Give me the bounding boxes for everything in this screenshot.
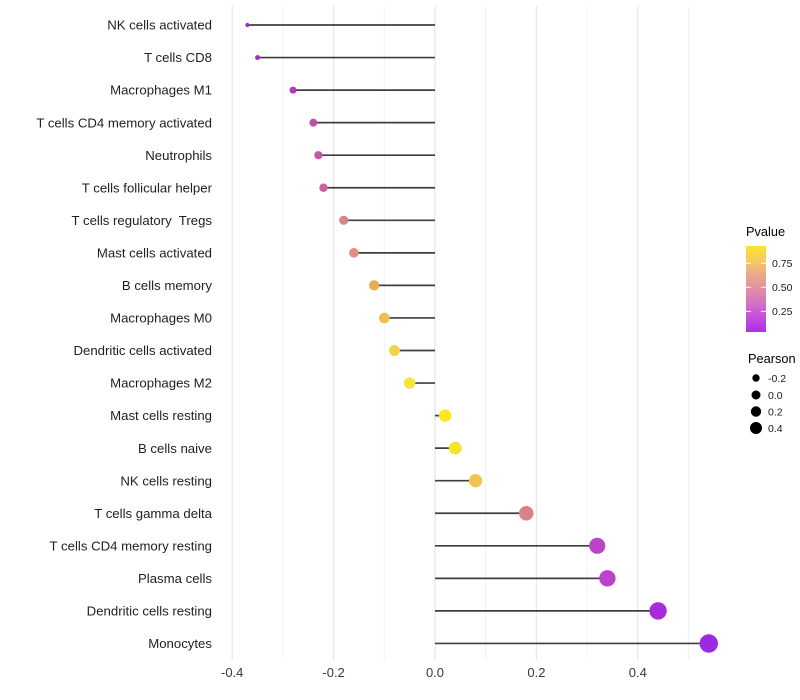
lollipop-rows xyxy=(245,22,718,653)
y-axis-label: B cells naive xyxy=(138,441,212,456)
y-axis-label: NK cells activated xyxy=(107,18,212,33)
legend-size-label: 0.0 xyxy=(768,390,783,402)
y-axis-labels: NK cells activated T cells CD8 Macrophages… xyxy=(36,18,212,651)
pvalue-colorbar-ticks: 0.75 0.50 0.25 xyxy=(746,258,793,318)
y-axis-label: T cells gamma delta xyxy=(94,506,212,521)
y-axis-label: T cells regulatory Tregs xyxy=(72,213,213,228)
data-point xyxy=(289,86,297,94)
y-axis-label: Neutrophils xyxy=(145,148,212,163)
data-point xyxy=(699,634,718,653)
data-point xyxy=(314,151,323,160)
y-axis-label: T cells CD8 xyxy=(144,50,212,65)
data-point xyxy=(403,377,416,389)
y-axis-label: T cells follicular helper xyxy=(82,180,213,195)
legend-size-dot xyxy=(752,374,760,382)
pearson-size-legend: Pearson -0.2 0.0 0.2 0.4 xyxy=(748,351,796,435)
y-axis-label: NK cells resting xyxy=(120,473,212,488)
y-axis-label: T cells CD4 memory resting xyxy=(50,538,212,553)
y-axis-label: Dendritic cells activated xyxy=(73,343,212,358)
y-axis-label: Mast cells activated xyxy=(97,245,212,260)
legend-size-dot xyxy=(751,390,761,400)
y-axis-label: Plasma cells xyxy=(138,571,212,586)
pearson-legend-keys: -0.2 0.0 0.2 0.4 xyxy=(750,373,786,435)
x-axis-tick-label: -0.4 xyxy=(221,665,243,680)
data-point xyxy=(245,22,250,28)
y-axis-label: Monocytes xyxy=(148,636,212,651)
pvalue-colorbar-legend: Pvalue 0.75 0.50 0.25 xyxy=(746,224,793,332)
y-axis-label: T cells CD4 memory activated xyxy=(36,115,212,130)
pvalue-legend-title: Pvalue xyxy=(746,224,785,239)
y-axis-label: Macrophages M2 xyxy=(110,376,212,391)
y-axis-label: Macrophages M0 xyxy=(110,311,212,326)
pvalue-colorbar xyxy=(746,246,766,332)
y-axis-label: Macrophages M1 xyxy=(110,83,212,98)
data-point xyxy=(378,312,390,324)
y-axis-label: Dendritic cells resting xyxy=(87,604,212,619)
data-point xyxy=(369,280,380,291)
legend-size-dot xyxy=(750,406,762,417)
legend-size-dot xyxy=(750,422,762,434)
data-point xyxy=(438,409,452,422)
data-point xyxy=(599,570,616,587)
data-point xyxy=(255,55,261,61)
pearson-legend-title: Pearson xyxy=(748,351,796,366)
data-point xyxy=(589,537,606,554)
legend-size-label: -0.2 xyxy=(768,373,786,385)
data-point xyxy=(319,183,328,192)
x-axis-tick-label: 0.2 xyxy=(527,665,545,680)
legend-size-label: 0.4 xyxy=(768,423,783,435)
x-axis-tick-label: -0.2 xyxy=(322,665,344,680)
data-point xyxy=(468,474,483,488)
colorbar-tick-label: 0.50 xyxy=(772,282,793,294)
legend-size-label: 0.2 xyxy=(768,406,783,418)
x-axis-tick-label: 0.0 xyxy=(426,665,444,680)
data-point xyxy=(309,118,318,127)
x-axis-tick-label: 0.4 xyxy=(629,665,647,680)
data-point xyxy=(349,248,359,258)
data-point xyxy=(448,441,462,455)
data-point xyxy=(518,505,534,521)
data-point xyxy=(339,215,349,225)
y-axis-label: B cells memory xyxy=(122,278,213,293)
colorbar-tick-label: 0.25 xyxy=(772,306,793,318)
x-axis-labels: -0.4 -0.2 0.0 0.2 0.4 xyxy=(221,665,647,680)
data-point xyxy=(649,602,667,620)
y-axis-label: Mast cells resting xyxy=(110,408,212,423)
data-point xyxy=(388,345,400,356)
colorbar-tick-label: 0.75 xyxy=(772,258,793,270)
x-gridlines xyxy=(231,6,689,660)
